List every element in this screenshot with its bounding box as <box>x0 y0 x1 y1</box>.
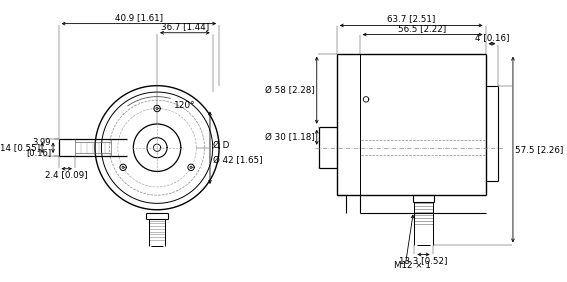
Text: 40.9 [1.61]: 40.9 [1.61] <box>115 13 163 22</box>
Text: 4 [0.16]: 4 [0.16] <box>475 33 509 42</box>
Text: 120°: 120° <box>174 101 195 110</box>
Text: 14 [0.55]: 14 [0.55] <box>0 143 40 152</box>
Text: 63.7 [2.51]: 63.7 [2.51] <box>387 15 435 24</box>
Text: 2.4 [0.09]: 2.4 [0.09] <box>45 171 88 180</box>
Text: Ø 58 [2.28]: Ø 58 [2.28] <box>265 86 315 95</box>
Text: 57.5 [2.26]: 57.5 [2.26] <box>515 145 563 154</box>
Text: M12 × 1: M12 × 1 <box>394 261 431 270</box>
Text: 36.7 [1.44]: 36.7 [1.44] <box>161 22 209 31</box>
Text: 3.99
[0.16]: 3.99 [0.16] <box>26 138 51 157</box>
Text: 13.3 [0.52]: 13.3 [0.52] <box>399 256 448 265</box>
Text: 56.5 [2.22]: 56.5 [2.22] <box>399 24 447 33</box>
Text: Ø D: Ø D <box>213 140 229 149</box>
Text: Ø 42 [1.65]: Ø 42 [1.65] <box>213 156 263 165</box>
Text: Ø 30 [1.18]: Ø 30 [1.18] <box>265 133 315 142</box>
